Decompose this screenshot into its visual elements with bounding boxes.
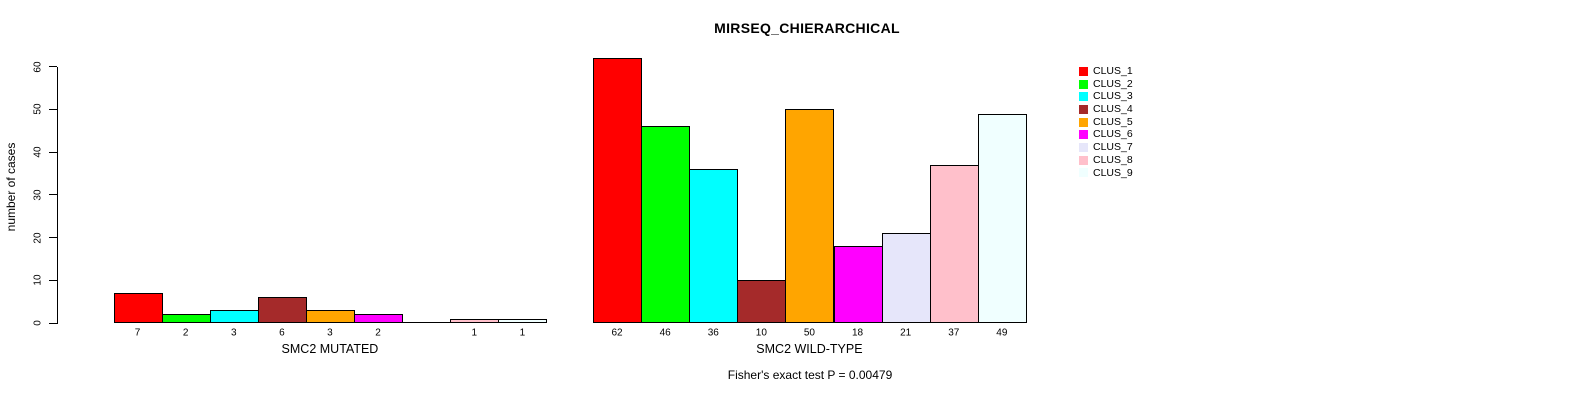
bar-value-label: 6 xyxy=(279,327,285,338)
legend-row: CLUS_8 xyxy=(1079,154,1133,167)
bar-smc2-mutated-clus-2 xyxy=(161,314,211,323)
legend-color-swatch xyxy=(1079,142,1088,152)
y-tick-mark xyxy=(49,108,57,110)
legend-color-swatch xyxy=(1079,155,1088,165)
legend-row: CLUS_2 xyxy=(1079,78,1133,91)
bar-smc2-wild-type-clus-9 xyxy=(977,113,1027,323)
bar-smc2-mutated-clus-1 xyxy=(113,293,163,323)
legend-label: CLUS_9 xyxy=(1093,166,1133,179)
bar-value-label: 1 xyxy=(519,327,526,338)
bar-smc2-wild-type-clus-3 xyxy=(689,169,739,323)
bar-value-label: 1 xyxy=(471,327,478,338)
legend-label: CLUS_8 xyxy=(1093,153,1133,166)
y-tick-label: 60 xyxy=(32,60,44,73)
legend-row: CLUS_6 xyxy=(1079,128,1133,141)
bar-smc2-mutated-clus-4 xyxy=(257,297,307,323)
y-tick-label: 10 xyxy=(32,274,44,286)
legend-row: CLUS_4 xyxy=(1079,103,1133,116)
bar-smc2-wild-type-clus-2 xyxy=(641,126,691,323)
bar-smc2-mutated-clus-9 xyxy=(498,318,548,323)
legend-row: CLUS_3 xyxy=(1079,90,1133,103)
legend-label: CLUS_7 xyxy=(1093,141,1133,154)
bar-zero-line xyxy=(402,322,452,323)
legend-color-swatch xyxy=(1079,79,1088,89)
legend-row: CLUS_5 xyxy=(1079,116,1133,129)
chart-title: MIRSEQ_CHIERARCHICAL xyxy=(714,20,900,36)
legend-color-swatch xyxy=(1079,104,1088,114)
x-axis-group-label: SMC2 WILD-TYPE xyxy=(756,342,863,356)
bar-value-label: 3 xyxy=(230,327,237,338)
bar-value-label: 46 xyxy=(659,327,671,338)
x-axis-group-label: SMC2 MUTATED xyxy=(281,342,379,356)
y-tick-mark xyxy=(49,237,57,239)
y-tick-mark xyxy=(49,151,57,153)
y-axis-line xyxy=(57,66,58,324)
bar-value-label: 10 xyxy=(755,327,767,338)
legend-label: CLUS_4 xyxy=(1093,103,1133,116)
legend-row: CLUS_9 xyxy=(1079,167,1133,180)
y-tick-label: 50 xyxy=(32,103,44,115)
bar-value-label: 50 xyxy=(803,327,815,338)
bar-smc2-mutated-clus-5 xyxy=(305,310,355,323)
legend-label: CLUS_1 xyxy=(1093,65,1133,77)
bar-value-label: 7 xyxy=(134,327,141,338)
bar-value-label: 2 xyxy=(182,327,189,338)
bar-value-label: 3 xyxy=(327,327,333,338)
y-tick-label: 20 xyxy=(32,231,44,244)
fisher-test-annotation: Fisher's exact test P = 0.00479 xyxy=(727,368,893,382)
legend-label: CLUS_5 xyxy=(1093,115,1133,128)
bar-smc2-wild-type-clus-6 xyxy=(833,246,883,323)
bar-value-label: 21 xyxy=(900,327,912,338)
y-tick-label: 0 xyxy=(32,320,44,326)
bar-smc2-wild-type-clus-1 xyxy=(593,58,643,323)
legend-label: CLUS_6 xyxy=(1093,128,1133,141)
y-tick-mark xyxy=(49,279,57,281)
legend-color-swatch xyxy=(1079,66,1088,76)
y-tick-mark xyxy=(49,194,57,196)
bar-value-label: 37 xyxy=(948,327,960,338)
bar-smc2-wild-type-clus-7 xyxy=(881,233,931,323)
bar-smc2-wild-type-clus-8 xyxy=(929,164,979,323)
bar-value-label: 49 xyxy=(996,327,1008,338)
legend-color-swatch xyxy=(1079,130,1088,140)
bar-smc2-mutated-clus-3 xyxy=(209,310,259,323)
bar-value-label: 36 xyxy=(707,327,719,338)
bar-smc2-wild-type-clus-4 xyxy=(737,280,787,323)
y-tick-mark xyxy=(49,66,57,68)
bar-value-label: 62 xyxy=(611,327,623,338)
legend: CLUS_1 CLUS_2 CLUS_3 CLUS_4 CLUS_5 CLUS_6 CLUS… xyxy=(1079,65,1133,179)
bar-value-label: 18 xyxy=(851,327,864,338)
legend-color-swatch xyxy=(1079,117,1088,127)
legend-label: CLUS_3 xyxy=(1093,90,1133,103)
y-tick-label: 40 xyxy=(32,146,44,158)
legend-row: CLUS_1 xyxy=(1079,65,1133,78)
legend-color-swatch xyxy=(1079,92,1088,102)
y-axis-title: number of cases xyxy=(4,142,18,232)
bar-smc2-mutated-clus-8 xyxy=(450,318,500,323)
y-tick-label: 30 xyxy=(32,189,44,201)
bar-smc2-mutated-clus-6 xyxy=(354,314,404,323)
legend-label: CLUS_2 xyxy=(1093,77,1133,90)
legend-row: CLUS_7 xyxy=(1079,141,1133,154)
bar-value-label: 2 xyxy=(375,327,381,338)
y-tick-mark xyxy=(49,322,57,324)
bar-smc2-wild-type-clus-5 xyxy=(785,109,835,323)
legend-color-swatch xyxy=(1079,168,1088,178)
